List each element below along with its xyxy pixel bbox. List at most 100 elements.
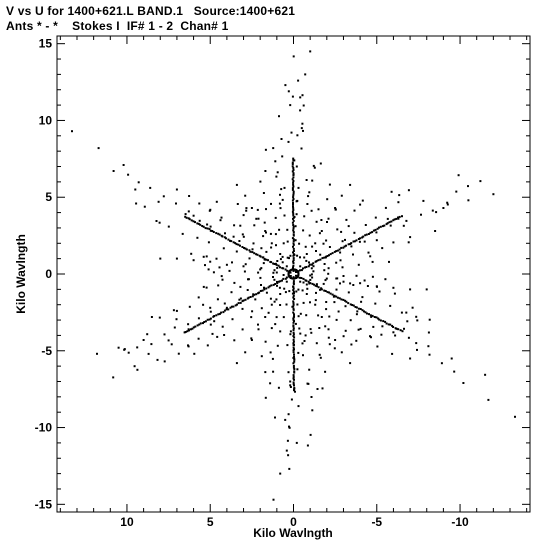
data-point (221, 325, 224, 328)
data-point (96, 352, 98, 355)
data-point (194, 221, 196, 224)
data-point (340, 246, 343, 249)
data-point (279, 330, 282, 333)
data-point (265, 258, 268, 261)
data-point (336, 249, 339, 252)
data-point (296, 275, 299, 278)
data-point (326, 291, 329, 294)
data-point (202, 303, 205, 306)
data-point (292, 225, 295, 228)
data-point (112, 376, 115, 379)
data-point (162, 195, 165, 198)
data-point (291, 161, 294, 164)
data-point (274, 323, 277, 326)
data-point (294, 390, 296, 393)
data-point (289, 254, 292, 257)
data-point (371, 314, 374, 317)
data-point (293, 389, 295, 392)
data-point (257, 271, 260, 274)
data-point (334, 339, 337, 341)
data-point (405, 311, 408, 314)
data-point (310, 209, 313, 212)
data-point (194, 325, 197, 328)
data-point (292, 181, 295, 184)
data-point (292, 251, 294, 254)
data-point (253, 224, 256, 227)
data-point (342, 246, 345, 249)
data-point (427, 331, 430, 334)
data-point (292, 366, 295, 369)
data-point (344, 299, 347, 302)
data-point (393, 218, 396, 221)
data-point (292, 282, 295, 284)
data-point (270, 202, 272, 205)
data-point (306, 287, 309, 290)
data-point (274, 216, 277, 219)
data-point (273, 269, 276, 272)
data-point (250, 337, 253, 340)
data-point (359, 327, 362, 330)
data-point (292, 224, 295, 226)
data-point (157, 200, 160, 203)
data-point (308, 191, 311, 194)
data-point (284, 277, 287, 280)
data-point (249, 296, 252, 298)
data-point (325, 239, 328, 242)
data-point (257, 292, 260, 295)
data-points (71, 50, 516, 501)
data-point (320, 316, 323, 318)
data-point (292, 214, 295, 217)
data-point (353, 240, 356, 243)
data-point (204, 227, 207, 230)
data-point (395, 217, 398, 220)
data-point (292, 362, 295, 365)
data-point (285, 280, 288, 283)
data-point (292, 185, 295, 188)
data-point (317, 286, 320, 289)
data-point (175, 202, 177, 205)
data-point (301, 342, 304, 345)
data-point (303, 256, 306, 259)
data-point (292, 260, 295, 263)
data-point (292, 212, 295, 215)
data-point (380, 333, 383, 336)
data-point (288, 426, 291, 429)
data-point (325, 277, 328, 280)
data-point (374, 302, 377, 305)
data-point (391, 324, 394, 327)
data-point (286, 240, 289, 243)
data-point (241, 233, 244, 236)
data-point (136, 368, 139, 371)
data-point (297, 315, 300, 318)
data-point (272, 271, 275, 274)
data-point (335, 295, 338, 298)
data-point (135, 202, 138, 205)
data-point (295, 165, 298, 168)
data-point (292, 383, 295, 385)
data-point (392, 326, 395, 328)
data-point (306, 203, 309, 205)
data-point (192, 220, 195, 223)
data-point (388, 260, 390, 263)
data-point (350, 245, 353, 248)
data-point (309, 50, 312, 53)
data-point (281, 267, 284, 270)
data-point (336, 296, 339, 299)
data-point (293, 378, 295, 381)
data-point (292, 283, 295, 286)
data-point (299, 332, 302, 335)
data-point (302, 301, 305, 304)
data-point (251, 248, 254, 251)
data-point (292, 198, 295, 200)
data-point (286, 344, 289, 347)
data-point (158, 316, 161, 319)
data-point (291, 187, 294, 190)
data-point (293, 336, 296, 339)
data-point (244, 194, 247, 197)
data-point (292, 356, 295, 359)
data-point (231, 261, 233, 264)
data-point (371, 231, 374, 234)
data-point (287, 371, 290, 374)
data-point (260, 247, 263, 250)
data-point (239, 297, 242, 300)
